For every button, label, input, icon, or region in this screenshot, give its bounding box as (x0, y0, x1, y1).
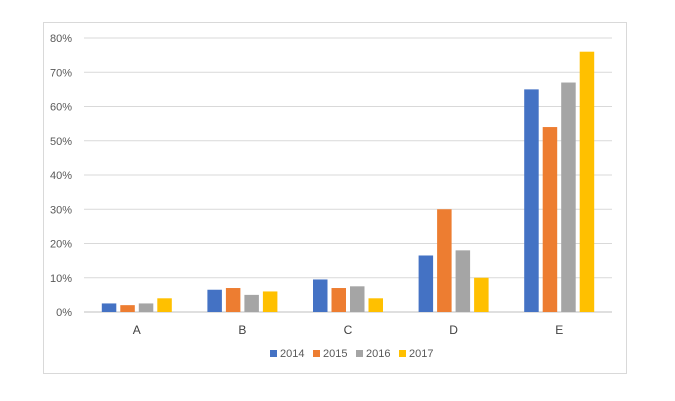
y-tick-label: 0% (56, 307, 72, 319)
bar-E-2017 (579, 51, 595, 312)
x-tick-label: C (344, 323, 353, 337)
bar-D-2014 (418, 255, 434, 312)
bar-A-2017 (157, 298, 172, 312)
x-tick-label: D (449, 323, 458, 337)
legend-label-2014: 2014 (280, 348, 304, 360)
legend-swatch-2014 (270, 350, 277, 357)
x-tick-label: E (555, 323, 563, 337)
y-tick-label: 40% (50, 170, 72, 182)
y-tick-label: 10% (50, 273, 72, 285)
legend-swatch-2015 (313, 350, 320, 357)
y-tick-label: 20% (50, 239, 72, 251)
bar-C-2017 (368, 298, 383, 312)
legend-label-2015: 2015 (323, 348, 347, 360)
bar-E-2015 (542, 127, 558, 312)
bar-D-2015 (437, 209, 452, 312)
bar-D-2016 (455, 250, 471, 312)
x-tick-label: A (133, 323, 141, 337)
bar-A-2016 (138, 303, 154, 312)
bar-E-2016 (561, 82, 576, 313)
y-tick-label: 50% (50, 136, 72, 148)
x-tick-label: B (238, 323, 246, 337)
bar-B-2014 (207, 289, 222, 312)
bar-D-2017 (474, 277, 489, 312)
bar-B-2015 (225, 288, 241, 312)
y-tick-label: 30% (50, 204, 72, 216)
y-tick-label: 60% (50, 102, 72, 114)
bar-B-2016 (244, 294, 259, 312)
legend-swatch-2017 (399, 350, 406, 357)
bar-C-2016 (350, 286, 365, 312)
bar-A-2015 (120, 305, 135, 312)
bar-C-2015 (331, 288, 346, 312)
legend-swatch-2016 (356, 350, 363, 357)
legend-label-2017: 2017 (409, 348, 433, 360)
bar-C-2014 (313, 279, 328, 312)
bar-E-2014 (524, 89, 539, 312)
y-tick-label: 70% (50, 67, 72, 79)
legend-label-2016: 2016 (366, 348, 390, 360)
bar-B-2017 (262, 291, 278, 312)
bar-A-2014 (101, 303, 117, 312)
y-tick-label: 80% (50, 33, 72, 45)
